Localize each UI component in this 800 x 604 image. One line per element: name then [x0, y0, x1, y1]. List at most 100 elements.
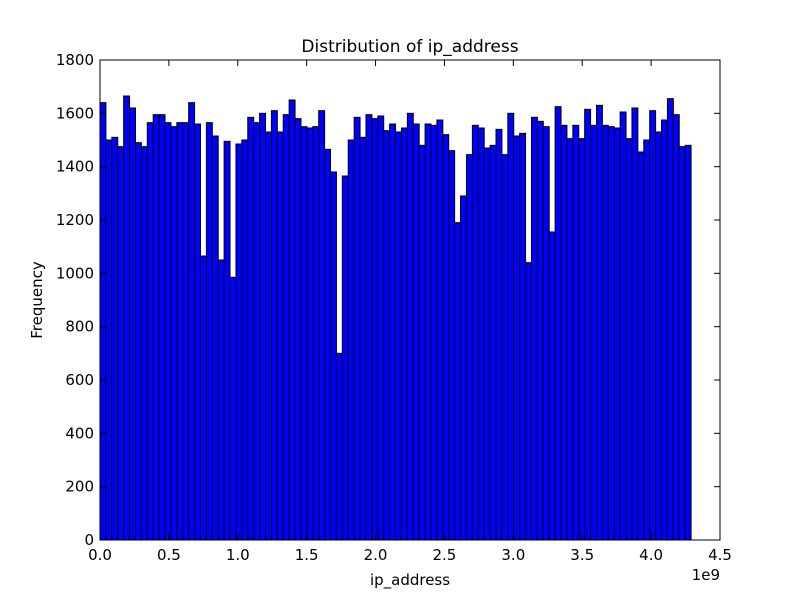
histogram-bar	[146, 122, 154, 541]
histogram-bar	[300, 126, 308, 541]
histogram-bar	[542, 126, 550, 541]
histogram-bar	[495, 128, 503, 541]
y-tick-label: 0	[84, 531, 94, 549]
histogram-bar	[288, 99, 296, 541]
histogram-bar	[525, 262, 532, 541]
histogram-bar	[530, 116, 538, 541]
x-tick-label: 2.5	[433, 546, 457, 564]
histogram-bar	[678, 146, 686, 541]
histogram-bar	[566, 138, 574, 541]
histogram-bar	[188, 102, 196, 541]
chart-title: Distribution of ip_address	[301, 37, 518, 57]
histogram-bar	[436, 119, 444, 541]
histogram-bar	[389, 123, 397, 541]
x-tick-label: 1.0	[226, 546, 250, 564]
histogram-bar	[418, 144, 426, 541]
histogram-bar	[217, 259, 225, 541]
histogram-bar	[519, 132, 527, 541]
histogram-bar	[335, 352, 343, 541]
histogram-bar	[619, 111, 627, 541]
histogram-bar	[637, 151, 645, 541]
x-axis-label: ip_address	[370, 571, 450, 590]
x-tick-label: 1.5	[295, 546, 319, 564]
histogram-bar	[400, 127, 408, 541]
histogram-bar	[359, 136, 367, 541]
plot-frame	[99, 59, 721, 541]
histogram-bar	[655, 131, 663, 541]
histogram-bar	[318, 110, 326, 541]
histogram-bar	[282, 114, 290, 541]
histogram-bar	[584, 108, 592, 541]
histogram-bar	[140, 146, 148, 541]
x-tick-label: 4.0	[639, 546, 663, 564]
histogram-bar	[395, 131, 402, 541]
histogram-bar	[123, 95, 131, 541]
histogram-bar	[199, 255, 207, 541]
histogram-bar	[270, 110, 278, 541]
histogram-bar	[460, 195, 467, 541]
histogram-bar	[306, 127, 314, 541]
histogram-bar	[330, 171, 337, 541]
histogram-bar	[684, 144, 692, 541]
histogram-bar	[117, 146, 125, 541]
histogram-bar	[235, 143, 243, 541]
ticks-group: 0.0 0.5 1.0 1.5 2.0 2.5 3.0 3.5 4.0 4.5 0 200 400 600…	[56, 51, 732, 564]
histogram-bar	[501, 154, 509, 541]
histogram-bar	[365, 114, 373, 541]
x-tick-label: 0.0	[88, 546, 112, 564]
histogram-bar	[477, 127, 485, 541]
x-tick-label: 3.5	[570, 546, 594, 564]
x-tick-label: 4.5	[708, 546, 732, 564]
histogram-bar	[607, 126, 615, 541]
histogram-bar	[595, 104, 603, 541]
histogram-bar	[631, 107, 639, 541]
histogram-bar	[489, 144, 497, 541]
histogram-bar	[649, 110, 657, 541]
histogram-bar	[548, 231, 556, 541]
y-tick-label: 1800	[56, 51, 94, 69]
histogram-bar	[643, 139, 651, 541]
histogram-bar	[483, 147, 491, 541]
histogram-bar	[158, 114, 166, 541]
histogram-bar	[572, 124, 580, 541]
histogram-bar	[430, 124, 438, 541]
y-tick-label: 1600	[56, 104, 94, 122]
histogram-bar	[211, 135, 219, 541]
y-tick-label: 1200	[56, 211, 94, 229]
histogram-bar	[105, 139, 113, 541]
histogram-bar	[129, 107, 136, 541]
x-axis-offset-label: 1e9	[692, 566, 720, 584]
histogram-bar	[264, 131, 272, 541]
histogram-bar	[182, 122, 190, 541]
histogram-bar	[341, 175, 349, 541]
histogram-bar	[625, 138, 633, 541]
histogram-bar	[176, 122, 184, 541]
histogram-bar	[536, 120, 544, 541]
x-tick-label: 0.5	[157, 546, 181, 564]
y-tick-label: 1400	[56, 158, 94, 176]
histogram-bar	[448, 150, 456, 541]
histogram-bar	[471, 124, 479, 541]
histogram-bar	[347, 139, 355, 541]
y-tick-label: 200	[65, 478, 94, 496]
histogram-bar	[312, 126, 320, 541]
histogram-bar	[229, 276, 237, 541]
histogram-bar	[454, 222, 462, 541]
y-tick-label: 400	[65, 424, 94, 442]
x-tick-label: 2.0	[364, 546, 388, 564]
y-tick-label: 1000	[56, 264, 94, 282]
histogram-bar	[601, 124, 609, 541]
histogram-bar	[383, 130, 391, 541]
histogram-bar	[371, 118, 379, 541]
y-tick-label: 800	[65, 318, 94, 336]
histogram-bar	[134, 142, 142, 541]
histogram-bar	[170, 126, 178, 541]
histogram-bar	[241, 139, 249, 541]
histogram-bar	[164, 122, 172, 541]
histogram-bar	[424, 123, 432, 541]
histogram-bar	[111, 136, 119, 541]
x-tick-label: 3.0	[501, 546, 525, 564]
histogram-bar	[554, 106, 562, 541]
histogram-bar	[223, 140, 231, 541]
